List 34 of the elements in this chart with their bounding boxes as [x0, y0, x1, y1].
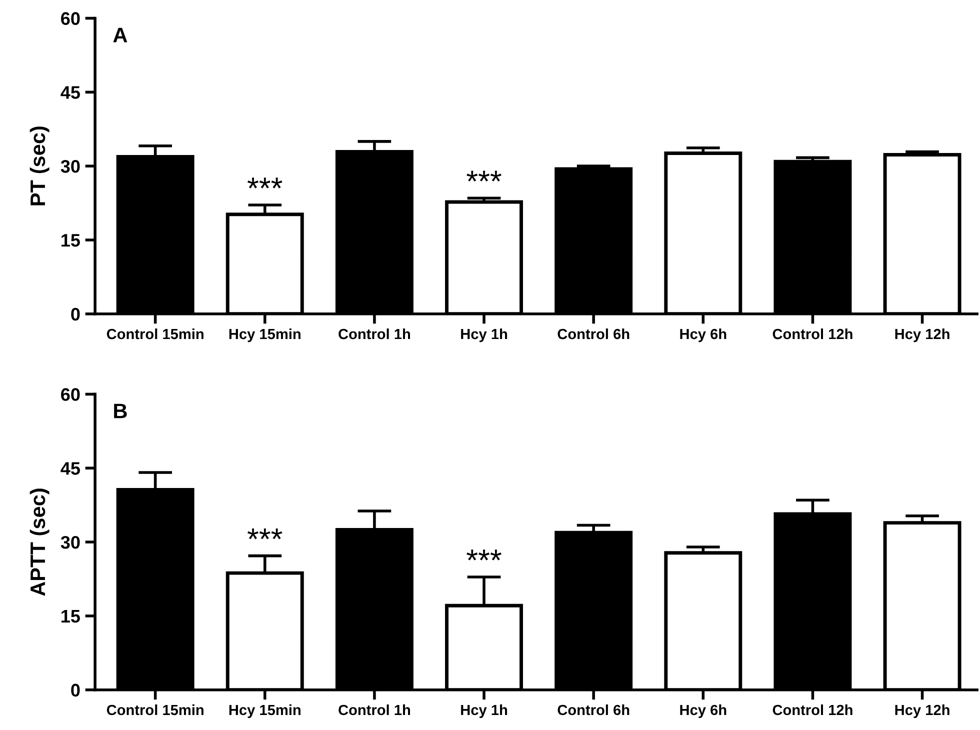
- y-axis-title: PT (sec): [30, 126, 50, 206]
- x-tick-label: Hcy 12h: [895, 704, 950, 718]
- y-axis-title: APTT (sec): [30, 488, 50, 596]
- y-tick-label: 15: [62, 610, 80, 623]
- annotation: ***: [466, 550, 502, 560]
- y-tick-label: 45: [60, 462, 80, 475]
- y-tick-label: 0: [71, 308, 80, 321]
- x-tick-label: Control 12h: [772, 328, 852, 340]
- chart-title: A: [113, 28, 128, 42]
- y-tick-label: 30: [60, 536, 80, 549]
- x-tick-label: Control 15min: [106, 704, 204, 716]
- x-tick-label: Control 1h: [338, 704, 410, 716]
- x-tick-label: Control 12h: [772, 704, 852, 716]
- annotation: ***: [248, 528, 282, 540]
- x-tick-label: Hcy 12h: [895, 328, 950, 342]
- x-tick-label: Control 6h: [558, 328, 630, 340]
- annotation: ***: [248, 178, 282, 188]
- y-tick-label: 60: [61, 388, 80, 401]
- x-tick-label: Control 15min: [106, 328, 204, 340]
- y-tick-label: 0: [71, 684, 80, 697]
- x-tick-label: Hcy 1h: [461, 704, 508, 718]
- chart-title: B: [114, 404, 127, 418]
- y-tick-label: 30: [60, 160, 80, 173]
- y-tick-label: 15: [62, 234, 80, 247]
- x-tick-label: Control 6h: [558, 704, 630, 716]
- x-tick-label: Hcy 6h: [680, 328, 726, 342]
- x-tick-label: Hcy 15min: [229, 328, 300, 342]
- y-tick-label: 60: [61, 12, 80, 25]
- x-tick-label: Hcy 6h: [680, 704, 726, 718]
- x-tick-label: Hcy 15min: [229, 704, 300, 718]
- x-tick-label: Control 1h: [338, 328, 410, 340]
- y-tick-label: 45: [60, 86, 80, 99]
- annotation: ***: [466, 170, 502, 182]
- x-tick-label: Hcy 1h: [461, 328, 508, 342]
